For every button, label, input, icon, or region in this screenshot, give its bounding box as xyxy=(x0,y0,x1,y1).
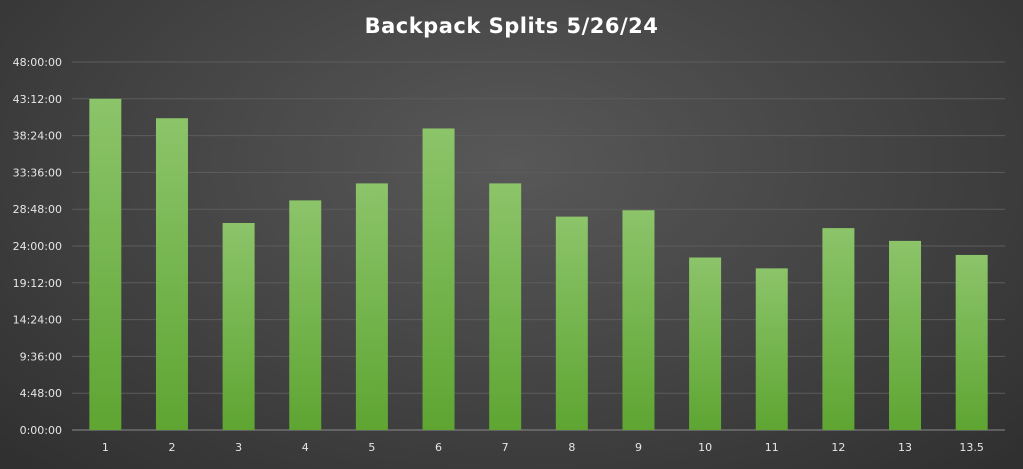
x-tick-label: 7 xyxy=(502,441,509,454)
y-tick-label: 14:24:00 xyxy=(13,314,62,327)
bar-9: 28:40 xyxy=(622,210,655,430)
x-tick-label: 1 xyxy=(102,441,109,454)
y-axis-ticks: 0:00:00 4:48:00 9:36:00 14:24:00 19:12:00 24:… xyxy=(13,56,62,437)
bar-13: 24:40 xyxy=(889,240,922,430)
y-tick-label: 38:24:00 xyxy=(13,130,62,143)
y-tick-label: 28:48:00 xyxy=(13,203,62,216)
x-tick-label: 5 xyxy=(368,441,375,454)
y-tick-label: 0:00:00 xyxy=(20,424,62,437)
y-tick-label: 24:00:00 xyxy=(13,240,62,253)
bar-7: 32:10 xyxy=(489,183,522,430)
x-tick-label: 3 xyxy=(235,441,242,454)
x-tick-label: 10 xyxy=(698,441,712,454)
x-tick-label: 13.5 xyxy=(959,441,984,454)
y-tick-label: 33:36:00 xyxy=(13,166,62,179)
x-tick-label: 13 xyxy=(898,441,912,454)
bars: 43:12 40:40 27:00 29:57 32:10 39:20 32:10 27:50… xyxy=(89,98,988,431)
x-tick-label: 2 xyxy=(168,441,175,454)
y-tick-label: 4:48:00 xyxy=(20,387,62,400)
y-tick-label: 9:36:00 xyxy=(20,350,62,363)
bar-13.5: 22:50 xyxy=(955,254,988,430)
bar-1: 43:12 xyxy=(89,98,122,431)
bar-10: 22:30 xyxy=(689,257,722,430)
x-tick-label: 8 xyxy=(568,441,575,454)
chart-title: Backpack Splits 5/26/24 xyxy=(364,14,659,38)
bar-6: 39:20 xyxy=(422,128,455,430)
x-tick-label: 6 xyxy=(435,441,442,454)
x-tick-label: 4 xyxy=(302,441,309,454)
bar-4: 29:57 xyxy=(289,200,322,430)
x-tick-label: 9 xyxy=(635,441,642,454)
gridlines xyxy=(72,61,1005,431)
bar-5: 32:10 xyxy=(355,183,388,430)
y-tick-label: 48:00:00 xyxy=(13,56,62,69)
x-axis-ticks: 1 2 3 4 5 6 7 8 9 10 11 12 13 13.5 xyxy=(102,441,984,454)
y-tick-label: 43:12:00 xyxy=(13,93,62,106)
x-tick-label: 12 xyxy=(831,441,845,454)
bar-3: 27:00 xyxy=(222,223,255,430)
y-tick-label: 19:12:00 xyxy=(13,277,62,290)
bar-12: 26:20 xyxy=(822,228,855,430)
bar-11: 21:05 xyxy=(755,268,788,430)
bar-8: 27:50 xyxy=(555,216,588,430)
x-tick-label: 11 xyxy=(765,441,779,454)
bar-2: 40:40 xyxy=(155,118,188,430)
